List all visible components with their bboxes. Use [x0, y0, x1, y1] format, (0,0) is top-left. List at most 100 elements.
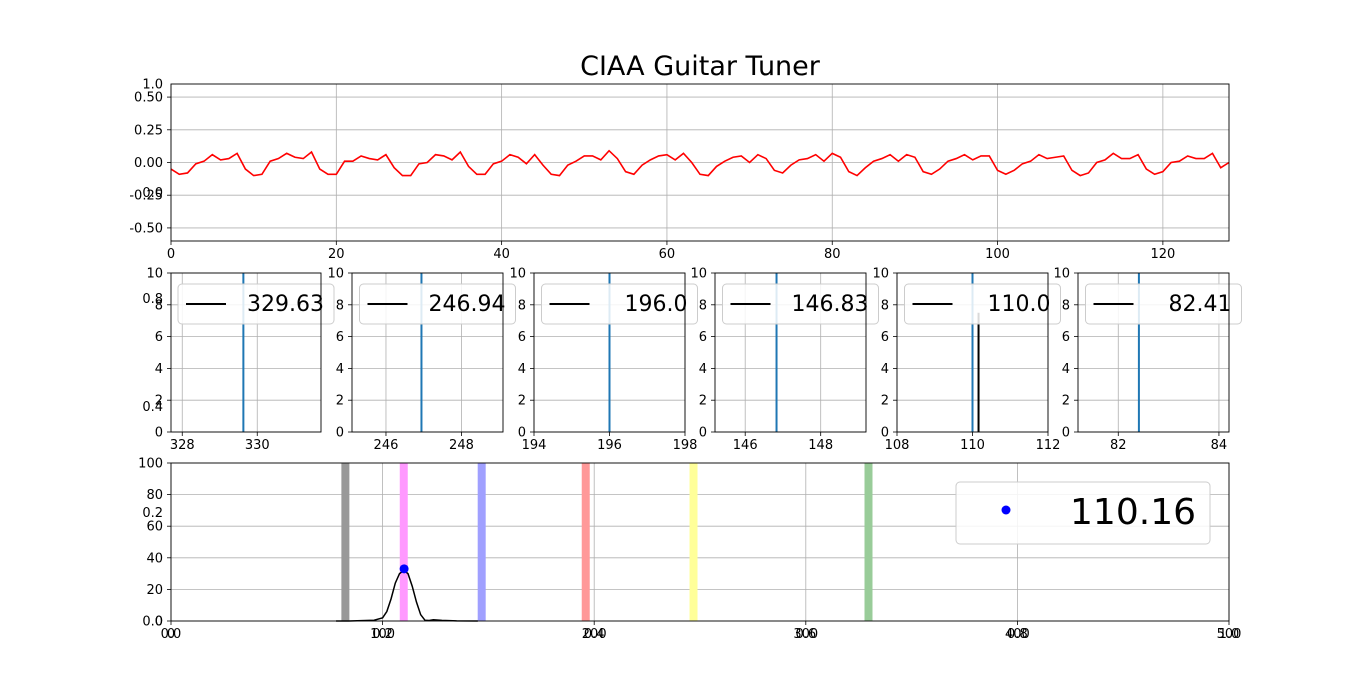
x-tick-label: 146: [733, 438, 758, 453]
y-tick-label: 10: [509, 267, 526, 282]
y-tick-label: 0.50: [134, 91, 163, 106]
y-tick-label: 6: [881, 330, 889, 345]
y-tick-label: 6: [699, 330, 707, 345]
string-e4-chart: 328 330 0 2 4 6 8 10 0.4 0.8 329.63: [142, 267, 335, 453]
spectrum-chart: 0 100 200 300 400 500 0 20 40 60 80 100 0.0 0.2 0.4 0.6…: [138, 457, 1241, 643]
x-tick-label: 0: [167, 627, 175, 642]
y-tick-label: 2: [1062, 394, 1070, 409]
x-tick-label: 246: [374, 438, 399, 453]
overlay-x-tick-label: 0.8: [1007, 627, 1028, 642]
y-tick-label: 10: [327, 267, 344, 282]
y-tick-label: 60: [146, 520, 163, 535]
overlay-y-tick-label: 0.4: [142, 400, 163, 415]
x-tick-label: 200: [582, 627, 607, 642]
x-tick-label: 194: [522, 438, 547, 453]
x-tick-label: 0: [167, 247, 175, 262]
overlay-x-tick-label: 0.2: [372, 627, 393, 642]
legend-label: 82.41: [1169, 292, 1232, 317]
y-tick-label: -0.50: [129, 221, 163, 236]
axes-frame: [533, 272, 686, 433]
note-band: [477, 463, 486, 621]
x-tick-label: 148: [808, 438, 833, 453]
y-tick-label: 0: [699, 426, 707, 441]
y-tick-label: 0: [518, 426, 526, 441]
overlay-x-tick-label: 0.4: [584, 627, 605, 642]
x-tick-label: 196: [597, 438, 622, 453]
note-band: [581, 463, 590, 621]
overlay-x-tick-label: 0.0: [161, 627, 182, 642]
legend-label: 329.63: [247, 292, 324, 317]
string-e2-chart: 82 84 0 2 4 6 8 10 82.41: [1053, 267, 1242, 453]
axes-frame: [170, 272, 322, 433]
x-tick-label: 82: [1110, 438, 1127, 453]
overlay-x-tick-label: 1.0: [1219, 627, 1240, 642]
legend-label: 110.16: [1070, 492, 1196, 533]
x-tick-label: 60: [659, 247, 676, 262]
axes-frame: [351, 272, 504, 433]
y-tick-label: 0.25: [134, 123, 163, 138]
waveform-chart: 0 20 40 60 80 100 120 -0.50 -0.25 0.00 0.25 0.501.0…: [129, 78, 1230, 262]
y-tick-label: 10: [690, 267, 707, 282]
y-tick-label: 8: [699, 298, 707, 313]
x-tick-label: 330: [245, 438, 270, 453]
axes-frame: [714, 272, 867, 433]
axes-frame: [170, 462, 1230, 622]
y-tick-label: 2: [336, 394, 344, 409]
legend-box: [541, 283, 698, 325]
string-g3-chart: 194 196 198 0 2 4 6 8 10 196.0: [509, 267, 698, 453]
y-tick-label: 8: [881, 298, 889, 313]
x-tick-label: 100: [370, 627, 395, 642]
y-tick-label: 6: [336, 330, 344, 345]
legend-box: [904, 283, 1061, 325]
legend-box: [955, 481, 1211, 545]
y-tick-label: -0.25: [129, 189, 163, 204]
x-tick-label: 84: [1211, 438, 1228, 453]
legend-label: 110.0: [988, 292, 1051, 317]
legend-box: [359, 283, 516, 325]
x-tick-label: 108: [885, 438, 910, 453]
string-legend: 110.0: [904, 283, 1061, 325]
string-d3-chart: 146 148 0 2 4 6 8 10 146.83: [690, 267, 879, 453]
y-tick-label: 0: [155, 426, 163, 441]
x-tick-label: 20: [328, 247, 345, 262]
y-tick-label: 4: [881, 362, 889, 377]
y-tick-label: 10: [872, 267, 889, 282]
x-tick-label: 198: [673, 438, 698, 453]
x-tick-label: 300: [793, 627, 818, 642]
legend-box: [177, 283, 335, 325]
y-tick-label: 20: [146, 583, 163, 598]
y-tick-label: 8: [518, 298, 526, 313]
legend-marker: [1001, 505, 1011, 515]
y-tick-label: 8: [155, 298, 163, 313]
overlay-y-tick-label: 0.0: [142, 615, 163, 630]
string-legend: 82.41: [1085, 283, 1242, 325]
y-tick-label: 4: [1062, 362, 1070, 377]
y-tick-label: 4: [518, 362, 526, 377]
string-legend: 146.83: [722, 283, 879, 325]
string-legend: 246.94: [359, 283, 516, 325]
y-tick-label: 4: [155, 362, 163, 377]
x-tick-label: 120: [1150, 247, 1175, 262]
string-legend: 329.63: [177, 283, 335, 325]
note-band: [341, 463, 350, 621]
y-tick-label: 4: [699, 362, 707, 377]
x-tick-label: 400: [1005, 627, 1030, 642]
legend-label: 146.83: [792, 292, 869, 317]
x-tick-label: 80: [824, 247, 841, 262]
axes-frame: [896, 272, 1049, 433]
string-a2-chart: 108 110 112 0 2 4 6 8 10 110.0: [872, 267, 1061, 453]
y-tick-label: 6: [518, 330, 526, 345]
x-tick-label: 248: [449, 438, 474, 453]
peak-marker: [399, 564, 409, 574]
y-tick-label: 2: [155, 394, 163, 409]
axes-frame: [170, 83, 1230, 242]
waveform-line: [170, 149, 1230, 177]
x-tick-label: 328: [170, 438, 195, 453]
y-tick-label: 8: [1062, 298, 1070, 313]
note-band: [689, 463, 698, 621]
string-legend: 196.0: [541, 283, 698, 325]
x-tick-label: 112: [1036, 438, 1061, 453]
y-tick-label: 100: [138, 457, 163, 472]
